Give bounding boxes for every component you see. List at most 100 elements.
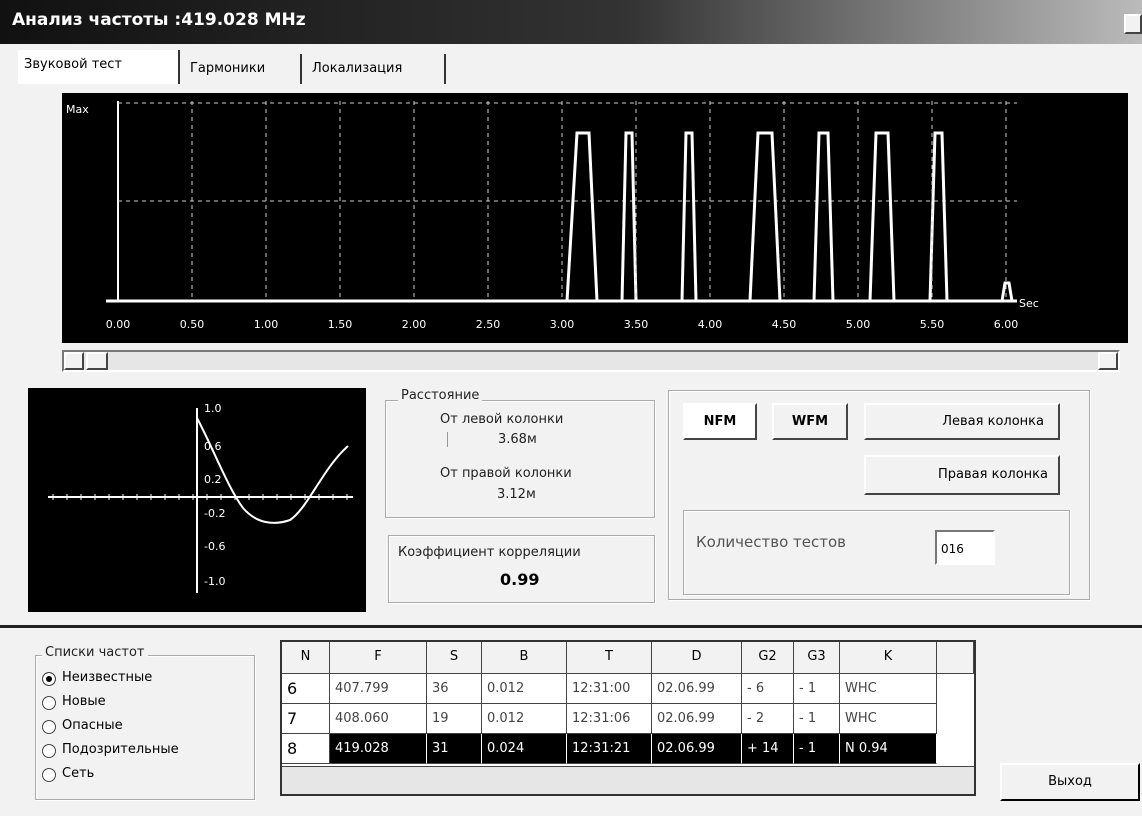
- right-distance-value: 3.12м: [497, 487, 536, 502]
- x-tick-label: 2.00: [402, 318, 427, 331]
- x-tick-label: 4.50: [772, 318, 797, 331]
- h-scrollbar[interactable]: [62, 350, 1120, 372]
- column-header[interactable]: T: [567, 642, 652, 674]
- correlation-value: 0.99: [500, 570, 540, 589]
- radio-circle: [42, 696, 56, 710]
- y-tick-label: -1.0: [204, 575, 225, 588]
- table-cell: 419.028: [330, 734, 427, 764]
- x-tick-label: 3.00: [550, 318, 575, 331]
- table-cell: 0.012: [482, 704, 567, 734]
- column-header[interactable]: B: [482, 642, 567, 674]
- radio-label: Неизвестные: [62, 670, 153, 685]
- column-header[interactable]: D: [652, 642, 742, 674]
- y-tick-label: -0.2: [204, 507, 225, 520]
- x-tick-label: 0.50: [180, 318, 205, 331]
- tests-label: Количество тестов: [696, 533, 846, 551]
- column-header[interactable]: F: [330, 642, 427, 674]
- tests-panel: [683, 510, 1070, 595]
- radio-label: Новые: [62, 694, 106, 709]
- radio-option[interactable]: Подозрительные: [42, 740, 252, 762]
- radio-option[interactable]: Новые: [42, 692, 252, 714]
- y-axis-label: Max: [66, 103, 89, 116]
- radio-option[interactable]: Опасные: [42, 716, 252, 738]
- table-cell: + 14: [742, 734, 794, 764]
- radio-circle: [42, 744, 56, 758]
- table-cell: 19: [427, 704, 482, 734]
- scroll-right[interactable]: [1098, 352, 1118, 370]
- correlation-label: Коэффициент корреляции: [398, 545, 581, 560]
- close-button[interactable]: [1124, 14, 1142, 34]
- radio-label: Подозрительные: [62, 742, 179, 757]
- radio-label: Опасные: [62, 718, 123, 733]
- nfm-button[interactable]: NFM: [683, 403, 757, 440]
- tab-strip: Звуковой тест Гармоники Локализация: [18, 50, 618, 86]
- table-cell: 12:31:06: [567, 704, 652, 734]
- distance-group: [385, 400, 655, 518]
- freq-lists-title: Списки частот: [42, 645, 148, 660]
- x-tick-label: 5.50: [920, 318, 945, 331]
- distance-title: Расстояние: [398, 388, 483, 403]
- table-cell: 408.060: [330, 704, 427, 734]
- controls-group: [668, 390, 1090, 600]
- title-bar: [0, 0, 1142, 44]
- table-cell: - 1: [794, 674, 840, 704]
- scroll-left[interactable]: [64, 352, 84, 370]
- radio-circle: [42, 720, 56, 734]
- y-tick-label: 0.6: [204, 440, 222, 453]
- table-cell: 0.024: [482, 734, 567, 764]
- table-cell: 6: [282, 674, 330, 704]
- table-cell: WHC: [840, 704, 937, 734]
- scroll-up[interactable]: [937, 642, 974, 674]
- left-speaker-button[interactable]: Левая колонка: [864, 403, 1060, 440]
- tab[interactable]: Локализация: [306, 54, 446, 84]
- table-cell: 02.06.99: [652, 674, 742, 704]
- table-cell: 12:31:00: [567, 674, 652, 704]
- column-header[interactable]: K: [840, 642, 937, 674]
- column-header[interactable]: N: [282, 642, 330, 674]
- right-distance-label: От правой колонки: [440, 466, 572, 481]
- tab[interactable]: Гармоники: [184, 54, 302, 84]
- freq-lists-options: Неизвестные Новые Опасные Подозрительные Сет…: [42, 668, 252, 798]
- column-header[interactable]: G2: [742, 642, 794, 674]
- table-cell: - 2: [742, 704, 794, 734]
- tab[interactable]: Звуковой тест: [18, 50, 180, 84]
- y-tick-label: 1.0: [204, 402, 222, 415]
- radio-circle: [42, 768, 56, 782]
- correlation-box: [388, 535, 655, 603]
- exit-button[interactable]: Выход: [1000, 763, 1140, 801]
- radio-circle: [42, 672, 56, 686]
- x-tick-label: 6.00: [994, 318, 1019, 331]
- table-cell: 02.06.99: [652, 734, 742, 764]
- table-cell: 12:31:21: [567, 734, 652, 764]
- table-cell: WHC: [840, 674, 937, 704]
- x-tick-label: 5.00: [846, 318, 871, 331]
- x-tick-label: 3.50: [624, 318, 649, 331]
- left-distance-value: 3.68м: [447, 432, 537, 447]
- correlation-plot: 1.0 0.6 0.2 -0.2 -0.6 -1.0: [28, 388, 366, 612]
- spectrum-plot: Max Sec 0.00 0.50 1.00 1.50 2.00 2.50 3.00 3.50 4.…: [62, 93, 1128, 343]
- left-distance-label: От левой колонки: [440, 412, 564, 427]
- wfm-button[interactable]: WFM: [772, 403, 848, 440]
- table-cell: N 0.94: [840, 734, 937, 764]
- radio-option[interactable]: Неизвестные: [42, 668, 252, 690]
- right-speaker-button[interactable]: Правая колонка: [864, 455, 1060, 495]
- scroll-thumb[interactable]: [86, 352, 108, 370]
- table-cell: 0.012: [482, 674, 567, 704]
- table-cell: - 1: [794, 734, 840, 764]
- radio-option[interactable]: Сеть: [42, 764, 252, 786]
- y-tick-label: -0.6: [204, 540, 225, 553]
- x-tick-label: 1.00: [254, 318, 279, 331]
- table-cell: - 1: [794, 704, 840, 734]
- table-cell: 7: [282, 704, 330, 734]
- tests-input[interactable]: 016: [935, 530, 995, 565]
- h-scrollbar[interactable]: [282, 766, 974, 794]
- y-tick-label: 0.2: [204, 473, 222, 486]
- table-cell: 31: [427, 734, 482, 764]
- x-tick-label: 2.50: [476, 318, 501, 331]
- column-header[interactable]: S: [427, 642, 482, 674]
- table-cell: - 6: [742, 674, 794, 704]
- table-cell: 36: [427, 674, 482, 704]
- separator: [0, 625, 1142, 628]
- column-header[interactable]: G3: [794, 642, 840, 674]
